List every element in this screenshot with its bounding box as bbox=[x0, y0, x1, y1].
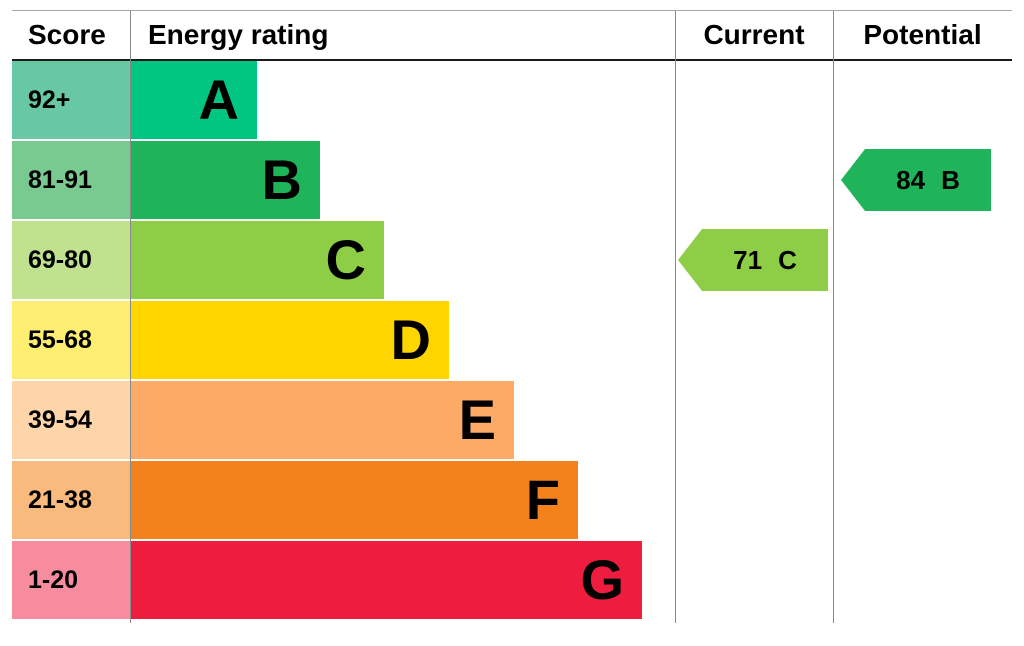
rating-bar-f: F bbox=[130, 461, 578, 539]
current-rating-arrow: 71 C bbox=[678, 229, 828, 291]
score-range-g: 1-20 bbox=[12, 541, 130, 619]
potential-rating-letter: B bbox=[941, 164, 960, 195]
score-range-b: 81-91 bbox=[12, 141, 130, 219]
band-row-f: 21-38 F bbox=[12, 461, 1012, 539]
band-row-e: 39-54 E bbox=[12, 381, 1012, 459]
chart-body: Score Energy rating Current Potential 92… bbox=[12, 10, 1012, 623]
potential-rating-value: 84 bbox=[896, 164, 926, 195]
rating-bar-g: G bbox=[130, 541, 642, 619]
score-range-e: 39-54 bbox=[12, 381, 130, 459]
current-rating-letter: C bbox=[778, 244, 797, 275]
band-row-b: 81-91 B bbox=[12, 141, 1012, 219]
band-row-g: 1-20 G bbox=[12, 541, 1012, 619]
column-header-current: Current bbox=[703, 19, 805, 50]
band-row-d: 55-68 D bbox=[12, 301, 1012, 379]
rating-letter-c: C bbox=[325, 228, 366, 291]
chart-header: Score Energy rating Current Potential bbox=[12, 11, 1012, 61]
rating-letter-d: D bbox=[390, 308, 431, 371]
potential-rating-arrow: 84 B bbox=[841, 149, 991, 211]
rating-letter-g: G bbox=[580, 548, 624, 611]
column-header-energy-rating: Energy rating bbox=[148, 19, 329, 50]
column-header-potential: Potential bbox=[863, 19, 982, 50]
score-range-a: 92+ bbox=[12, 61, 130, 139]
rating-letter-e: E bbox=[458, 388, 496, 451]
rating-bar-e: E bbox=[130, 381, 514, 459]
current-rating-value: 71 bbox=[733, 244, 763, 275]
column-divider-score-rating bbox=[130, 11, 131, 623]
rating-letter-b: B bbox=[261, 148, 302, 211]
score-range-d: 55-68 bbox=[12, 301, 130, 379]
column-divider-current-potential bbox=[833, 11, 834, 623]
rating-bar-a: A bbox=[130, 61, 257, 139]
rating-letter-f: F bbox=[525, 468, 560, 531]
score-range-c: 69-80 bbox=[12, 221, 130, 299]
band-rows: 92+ A 81-91 B 69-80 C 55-68 bbox=[12, 61, 1012, 621]
rating-bar-c: C bbox=[130, 221, 384, 299]
band-row-c: 69-80 C bbox=[12, 221, 1012, 299]
score-range-f: 21-38 bbox=[12, 461, 130, 539]
column-divider-rating-current bbox=[675, 11, 676, 623]
rating-letter-a: A bbox=[198, 68, 239, 131]
rating-bar-b: B bbox=[130, 141, 320, 219]
rating-bar-d: D bbox=[130, 301, 449, 379]
column-header-score: Score bbox=[28, 19, 106, 50]
band-row-a: 92+ A bbox=[12, 61, 1012, 139]
